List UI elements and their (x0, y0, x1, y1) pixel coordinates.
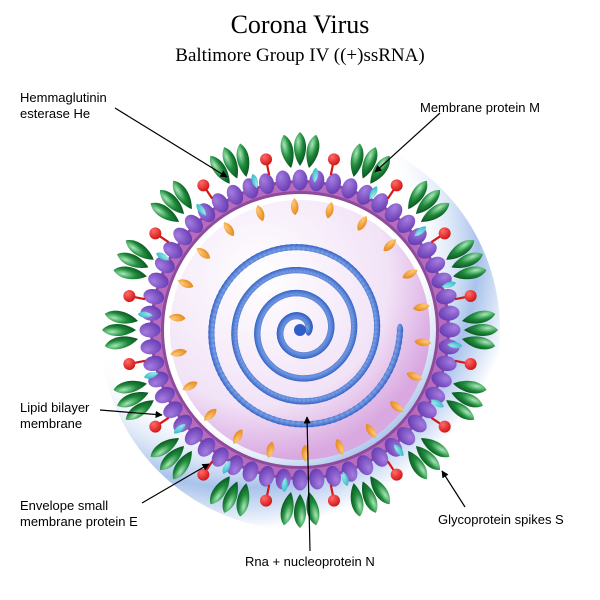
label-rna: Rna + nucleoprotein N (245, 554, 375, 570)
label-he: Hemmaglutininesterase He (20, 90, 107, 123)
label-gs: Glycoprotein spikes S (438, 512, 564, 528)
label-lbm: Lipid bilayermembrane (20, 400, 89, 433)
label-esm: Envelope smallmembrane protein E (20, 498, 138, 531)
label-mpm: Membrane protein M (420, 100, 540, 116)
